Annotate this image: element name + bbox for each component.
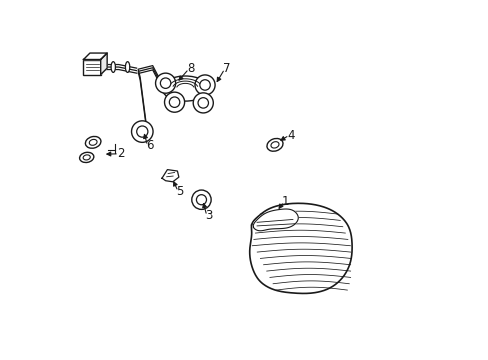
Circle shape <box>196 195 206 205</box>
Ellipse shape <box>83 155 90 160</box>
Circle shape <box>193 93 213 113</box>
Circle shape <box>200 80 210 90</box>
Circle shape <box>164 92 184 112</box>
Text: 2: 2 <box>117 147 124 160</box>
Polygon shape <box>101 53 107 75</box>
Text: 3: 3 <box>204 210 212 222</box>
Polygon shape <box>83 53 107 59</box>
Circle shape <box>169 97 180 107</box>
Text: 7: 7 <box>223 62 230 75</box>
Ellipse shape <box>89 139 97 145</box>
Text: 5: 5 <box>176 185 183 198</box>
Circle shape <box>191 190 211 210</box>
Ellipse shape <box>125 62 129 72</box>
Text: 6: 6 <box>145 139 153 152</box>
Text: 4: 4 <box>287 129 294 142</box>
Circle shape <box>198 98 208 108</box>
Bar <box>83 59 101 75</box>
Ellipse shape <box>162 76 208 101</box>
Ellipse shape <box>266 139 283 151</box>
Ellipse shape <box>111 62 115 72</box>
Text: 1: 1 <box>282 195 289 208</box>
Polygon shape <box>253 209 298 231</box>
Ellipse shape <box>270 142 279 148</box>
Circle shape <box>155 73 175 93</box>
Text: 8: 8 <box>186 62 194 75</box>
Circle shape <box>137 126 147 137</box>
Ellipse shape <box>85 136 101 148</box>
Polygon shape <box>162 170 179 182</box>
Circle shape <box>160 78 170 89</box>
Circle shape <box>131 121 153 142</box>
Ellipse shape <box>80 152 94 162</box>
Circle shape <box>195 75 215 95</box>
